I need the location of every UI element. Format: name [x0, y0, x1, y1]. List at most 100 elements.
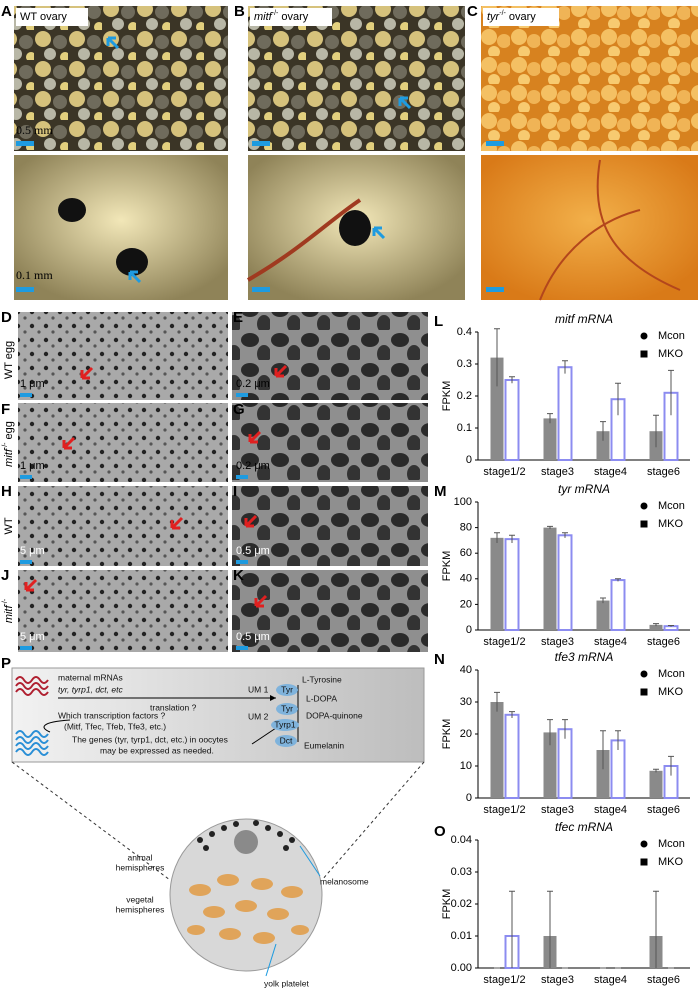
error-bar: [653, 623, 659, 627]
error-bar: [600, 421, 606, 441]
bar: [557, 534, 573, 632]
error-bar: [494, 328, 500, 387]
dna-icon: [15, 730, 49, 756]
row-label: mitf-/-: [2, 598, 15, 623]
panel-label: P: [1, 655, 11, 672]
legend-label: Mcon: [658, 838, 685, 850]
x-tick-label: stage3: [541, 804, 574, 816]
pathway-step: L-Tyrosine: [302, 674, 342, 684]
y-tick-label: 0.02: [451, 898, 472, 910]
bar: [610, 579, 626, 632]
legend-label: MKO: [658, 518, 684, 530]
error-bar: [653, 890, 659, 968]
x-tick-label: stage6: [647, 974, 680, 986]
label-box: [483, 8, 559, 26]
bar: [504, 538, 520, 631]
pointer: [265, 943, 277, 977]
label-box: [16, 8, 88, 26]
vessel: [539, 159, 681, 301]
arrow: [251, 727, 277, 745]
scale-bar: [236, 560, 248, 564]
em-image: [18, 312, 228, 400]
legend-marker: [640, 332, 648, 340]
panel-label: G: [233, 401, 245, 418]
scale-label: 1 μm: [20, 460, 45, 472]
bar: [649, 624, 663, 630]
bar: [596, 750, 610, 798]
photo-label: tyr-/- ovary: [487, 10, 536, 23]
photo-label: mitf-/- ovary: [254, 10, 309, 23]
y-tick-label: 20: [460, 728, 472, 740]
diagram-text: may be expressed as needed.: [100, 745, 214, 755]
error-bar: [494, 691, 500, 712]
enzyme-label: Dct: [280, 735, 293, 745]
diagram-text: translation ?: [150, 702, 197, 712]
legend-marker: [640, 840, 648, 848]
scale-bar: [486, 287, 504, 292]
legend-label: MKO: [658, 348, 684, 360]
diagram-text: vegetal: [126, 894, 154, 904]
label-suffix: ovary: [281, 11, 308, 23]
y-axis-label: FPKM: [441, 551, 453, 582]
diagram-text: The genes (tyr, tyrp1, dct, etc.) in ooc…: [72, 734, 228, 744]
panel-label: D: [1, 309, 12, 326]
scale-bar: [20, 646, 32, 650]
y-tick-label: 0: [466, 454, 472, 466]
zoom-line: [11, 761, 171, 881]
error-bar: [494, 532, 500, 543]
scale-bar: [486, 141, 504, 146]
y-tick-label: 0.4: [457, 326, 472, 338]
x-tick-label: stage4: [594, 974, 627, 986]
error-bar: [653, 768, 659, 773]
error-bar: [562, 719, 568, 739]
y-tick-label: 20: [460, 598, 472, 610]
error-bar: [668, 755, 674, 776]
diagram-text: UM 1: [248, 684, 269, 694]
diagram-text: melanosome: [320, 876, 369, 886]
y-tick-label: 40: [460, 573, 472, 585]
scale-bar: [20, 393, 32, 397]
bar: [490, 357, 504, 460]
nucleus: [234, 830, 258, 854]
label-box: [250, 8, 332, 26]
bar: [557, 728, 573, 800]
row-label: WT egg: [3, 341, 15, 379]
panel-label: K: [233, 567, 244, 584]
genotype: -/-: [499, 10, 506, 17]
row-label: WT: [3, 517, 15, 534]
legend-marker: [640, 520, 648, 528]
error-bar: [547, 719, 553, 746]
melanin-blob: [339, 210, 371, 246]
error-bar: [668, 369, 674, 416]
photo: [481, 6, 698, 151]
scale-label: 0.1 mm: [16, 268, 53, 282]
x-tick-label: stage1/2: [483, 974, 525, 986]
panel-label: O: [434, 823, 446, 840]
diagram-text: tyr, tyrp1, dct, etc: [58, 684, 123, 694]
y-tick-label: 0.1: [457, 422, 472, 434]
photo: [248, 6, 465, 151]
scale-bar: [252, 287, 270, 292]
panel-label: H: [1, 483, 12, 500]
scale-label: 0.2 μm: [236, 378, 270, 390]
y-tick-label: 40: [460, 664, 472, 676]
legend-label: MKO: [658, 856, 684, 868]
y-axis-label: FPKM: [441, 719, 453, 750]
bar: [596, 431, 610, 460]
em-image: [18, 486, 228, 566]
legend-label: Mcon: [658, 330, 685, 342]
x-tick-label: stage1/2: [483, 636, 525, 648]
enzyme-label: Tyrp1: [274, 719, 296, 729]
diagram-text: maternal mRNAs: [58, 672, 123, 682]
error-bar: [615, 578, 621, 582]
x-tick-label: stage6: [647, 804, 680, 816]
pathway-step: Eumelanin: [304, 740, 344, 750]
enzyme: [275, 735, 297, 747]
error-bar: [547, 413, 553, 424]
error-bar: [509, 376, 515, 384]
melanin-blob: [58, 198, 86, 222]
legend-marker: [640, 858, 648, 866]
em-image: [18, 570, 228, 652]
x-tick-label: stage3: [541, 636, 574, 648]
panel-label: E: [233, 309, 243, 326]
